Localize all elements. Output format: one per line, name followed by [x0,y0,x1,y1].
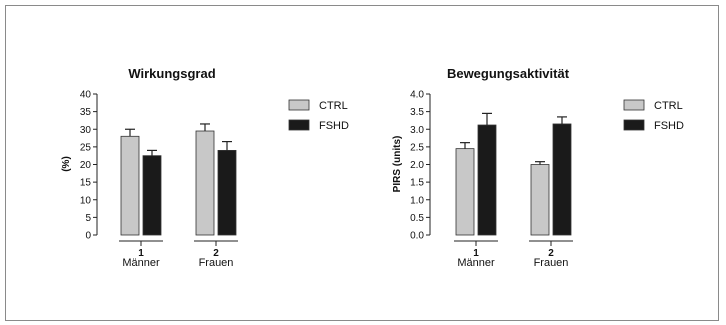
bar-fshd [217,149,237,236]
y-tick-label: 30 [80,125,92,136]
bar-fshd [142,155,162,236]
chart-bewegungsaktivitaet: Bewegungsaktivität PIRS (units) 0.0 0.5 1.… [392,66,684,269]
x-tick-label: Männer [457,257,495,269]
y-tick-label: 40 [80,90,92,101]
y-axis-ticks: 0 5 10 15 20 25 30 35 40 [80,90,97,242]
x-tick-label: Frauen [199,257,234,269]
y-tick-label: 3.5 [410,107,424,118]
y-tick-label: 0 [85,231,91,242]
legend-label-fshd: FSHD [654,120,684,132]
y-tick-label: 10 [80,195,92,206]
x-tick-number: 2 [213,248,219,259]
x-tick-label: Frauen [534,257,569,269]
bar-ctrl [455,148,475,236]
chart-title: Wirkungsgrad [128,66,215,81]
bars [120,130,237,236]
chart-wirkungsgrad: Wirkungsgrad (%) 0 5 10 15 20 25 30 35 40 1Männe… [61,66,349,269]
axes [96,94,238,246]
bar-ctrl [195,130,215,236]
bar-fshd [477,124,497,236]
x-tick-number: 1 [138,248,144,259]
y-axis-ticks: 0.0 0.5 1.0 1.5 2.0 2.5 3.0 3.5 4.0 [410,90,430,242]
y-tick-label: 2.0 [410,160,424,171]
x-tick-number: 1 [473,248,479,259]
axes [429,94,573,246]
y-tick-label: 3.0 [410,125,424,136]
legend-label-ctrl: CTRL [654,100,683,112]
legend-swatch-ctrl [288,99,310,111]
y-axis-label: PIRS (units) [392,136,403,193]
y-tick-label: 1.5 [410,178,424,189]
y-tick-label: 15 [80,178,92,189]
error-bars [460,112,567,165]
y-tick-label: 35 [80,107,92,118]
legend-swatch-fshd [623,119,645,131]
y-tick-label: 1.0 [410,195,424,206]
x-tick-label: Männer [122,257,160,269]
y-tick-label: 0.0 [410,231,424,242]
legend: CTRL FSHD [288,99,349,132]
error-bars [125,123,232,156]
bar-fshd [552,123,572,236]
legend: CTRL FSHD [623,99,684,132]
legend-label-ctrl: CTRL [319,100,348,112]
bar-ctrl [120,135,140,236]
y-axis-label: (%) [61,156,72,172]
x-tick-number: 2 [548,248,554,259]
y-tick-label: 0.5 [410,213,424,224]
y-tick-label: 5 [85,213,91,224]
legend-swatch-ctrl [623,99,645,111]
y-tick-label: 4.0 [410,90,424,101]
bars [455,123,572,236]
bar-ctrl [530,164,550,236]
chart-title: Bewegungsaktivität [447,66,570,81]
legend-swatch-fshd [288,119,310,131]
y-tick-label: 2.5 [410,142,424,153]
legend-label-fshd: FSHD [319,120,349,132]
y-tick-label: 20 [80,160,92,171]
figure-frame: Wirkungsgrad (%) 0 5 10 15 20 25 30 35 40 1 Männe… [5,5,719,321]
y-tick-label: 25 [80,142,92,153]
